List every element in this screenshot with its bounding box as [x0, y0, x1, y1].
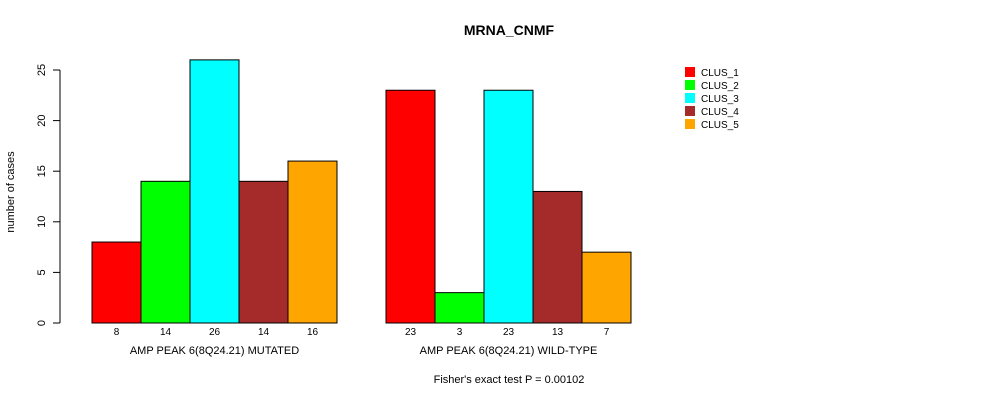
bar-count-label: 14 — [258, 327, 270, 338]
group-label: AMP PEAK 6(8Q24.21) WILD-TYPE — [420, 345, 598, 357]
legend-label: CLUS_5 — [701, 120, 739, 131]
bar — [532, 190, 583, 324]
legend-swatch — [685, 93, 695, 103]
bar-count-label: 7 — [604, 327, 610, 338]
bar — [91, 241, 142, 324]
legend-label: CLUS_3 — [701, 94, 739, 105]
group-label: AMP PEAK 6(8Q24.21) MUTATED — [130, 345, 299, 357]
bar — [189, 59, 240, 324]
y-tick-label: 5 — [36, 269, 48, 275]
y-tick-label: 10 — [36, 216, 48, 228]
legend-swatch — [685, 119, 695, 129]
bar-count-label: 13 — [552, 327, 564, 338]
bar — [483, 89, 534, 324]
bar — [238, 180, 289, 324]
bar — [385, 89, 436, 324]
bar-group: 8 14 26 14 16 AMP PEAK 6(8Q24.21) MUTATED — [91, 59, 338, 357]
bar — [434, 292, 485, 324]
legend: CLUS_1 CLUS_2 CLUS_3 CLUS_4 CLUS_5 — [685, 67, 739, 131]
y-axis: 0 5 10 15 20 25 — [36, 64, 61, 326]
legend-label: CLUS_2 — [701, 81, 739, 92]
bar-count-label: 14 — [160, 327, 172, 338]
bar-count-label: 16 — [307, 327, 319, 338]
bar-count-label: 8 — [114, 327, 120, 338]
legend-swatch — [685, 80, 695, 90]
chart-title: MRNA_CNMF — [464, 22, 555, 38]
bar-count-label: 23 — [503, 327, 515, 338]
bar-group: 23 3 23 13 7 AMP PEAK 6(8Q24.21) WILD-TYPE — [385, 89, 632, 357]
legend-label: CLUS_4 — [701, 107, 739, 118]
y-tick-label: 0 — [36, 320, 48, 326]
fisher-test-footnote: Fisher's exact test P = 0.00102 — [434, 374, 585, 386]
legend-label: CLUS_1 — [701, 68, 739, 79]
bar — [287, 160, 338, 324]
y-axis-label: number of cases — [5, 151, 17, 233]
bar — [140, 180, 191, 324]
legend-swatch — [685, 106, 695, 116]
y-tick-label: 25 — [36, 64, 48, 76]
bar-count-label: 3 — [457, 327, 463, 338]
y-tick-label: 20 — [36, 114, 48, 126]
y-tick-label: 15 — [36, 165, 48, 177]
bar-count-label: 26 — [209, 327, 221, 338]
bar — [581, 251, 632, 324]
legend-swatch — [685, 67, 695, 77]
bar-count-label: 23 — [405, 327, 417, 338]
